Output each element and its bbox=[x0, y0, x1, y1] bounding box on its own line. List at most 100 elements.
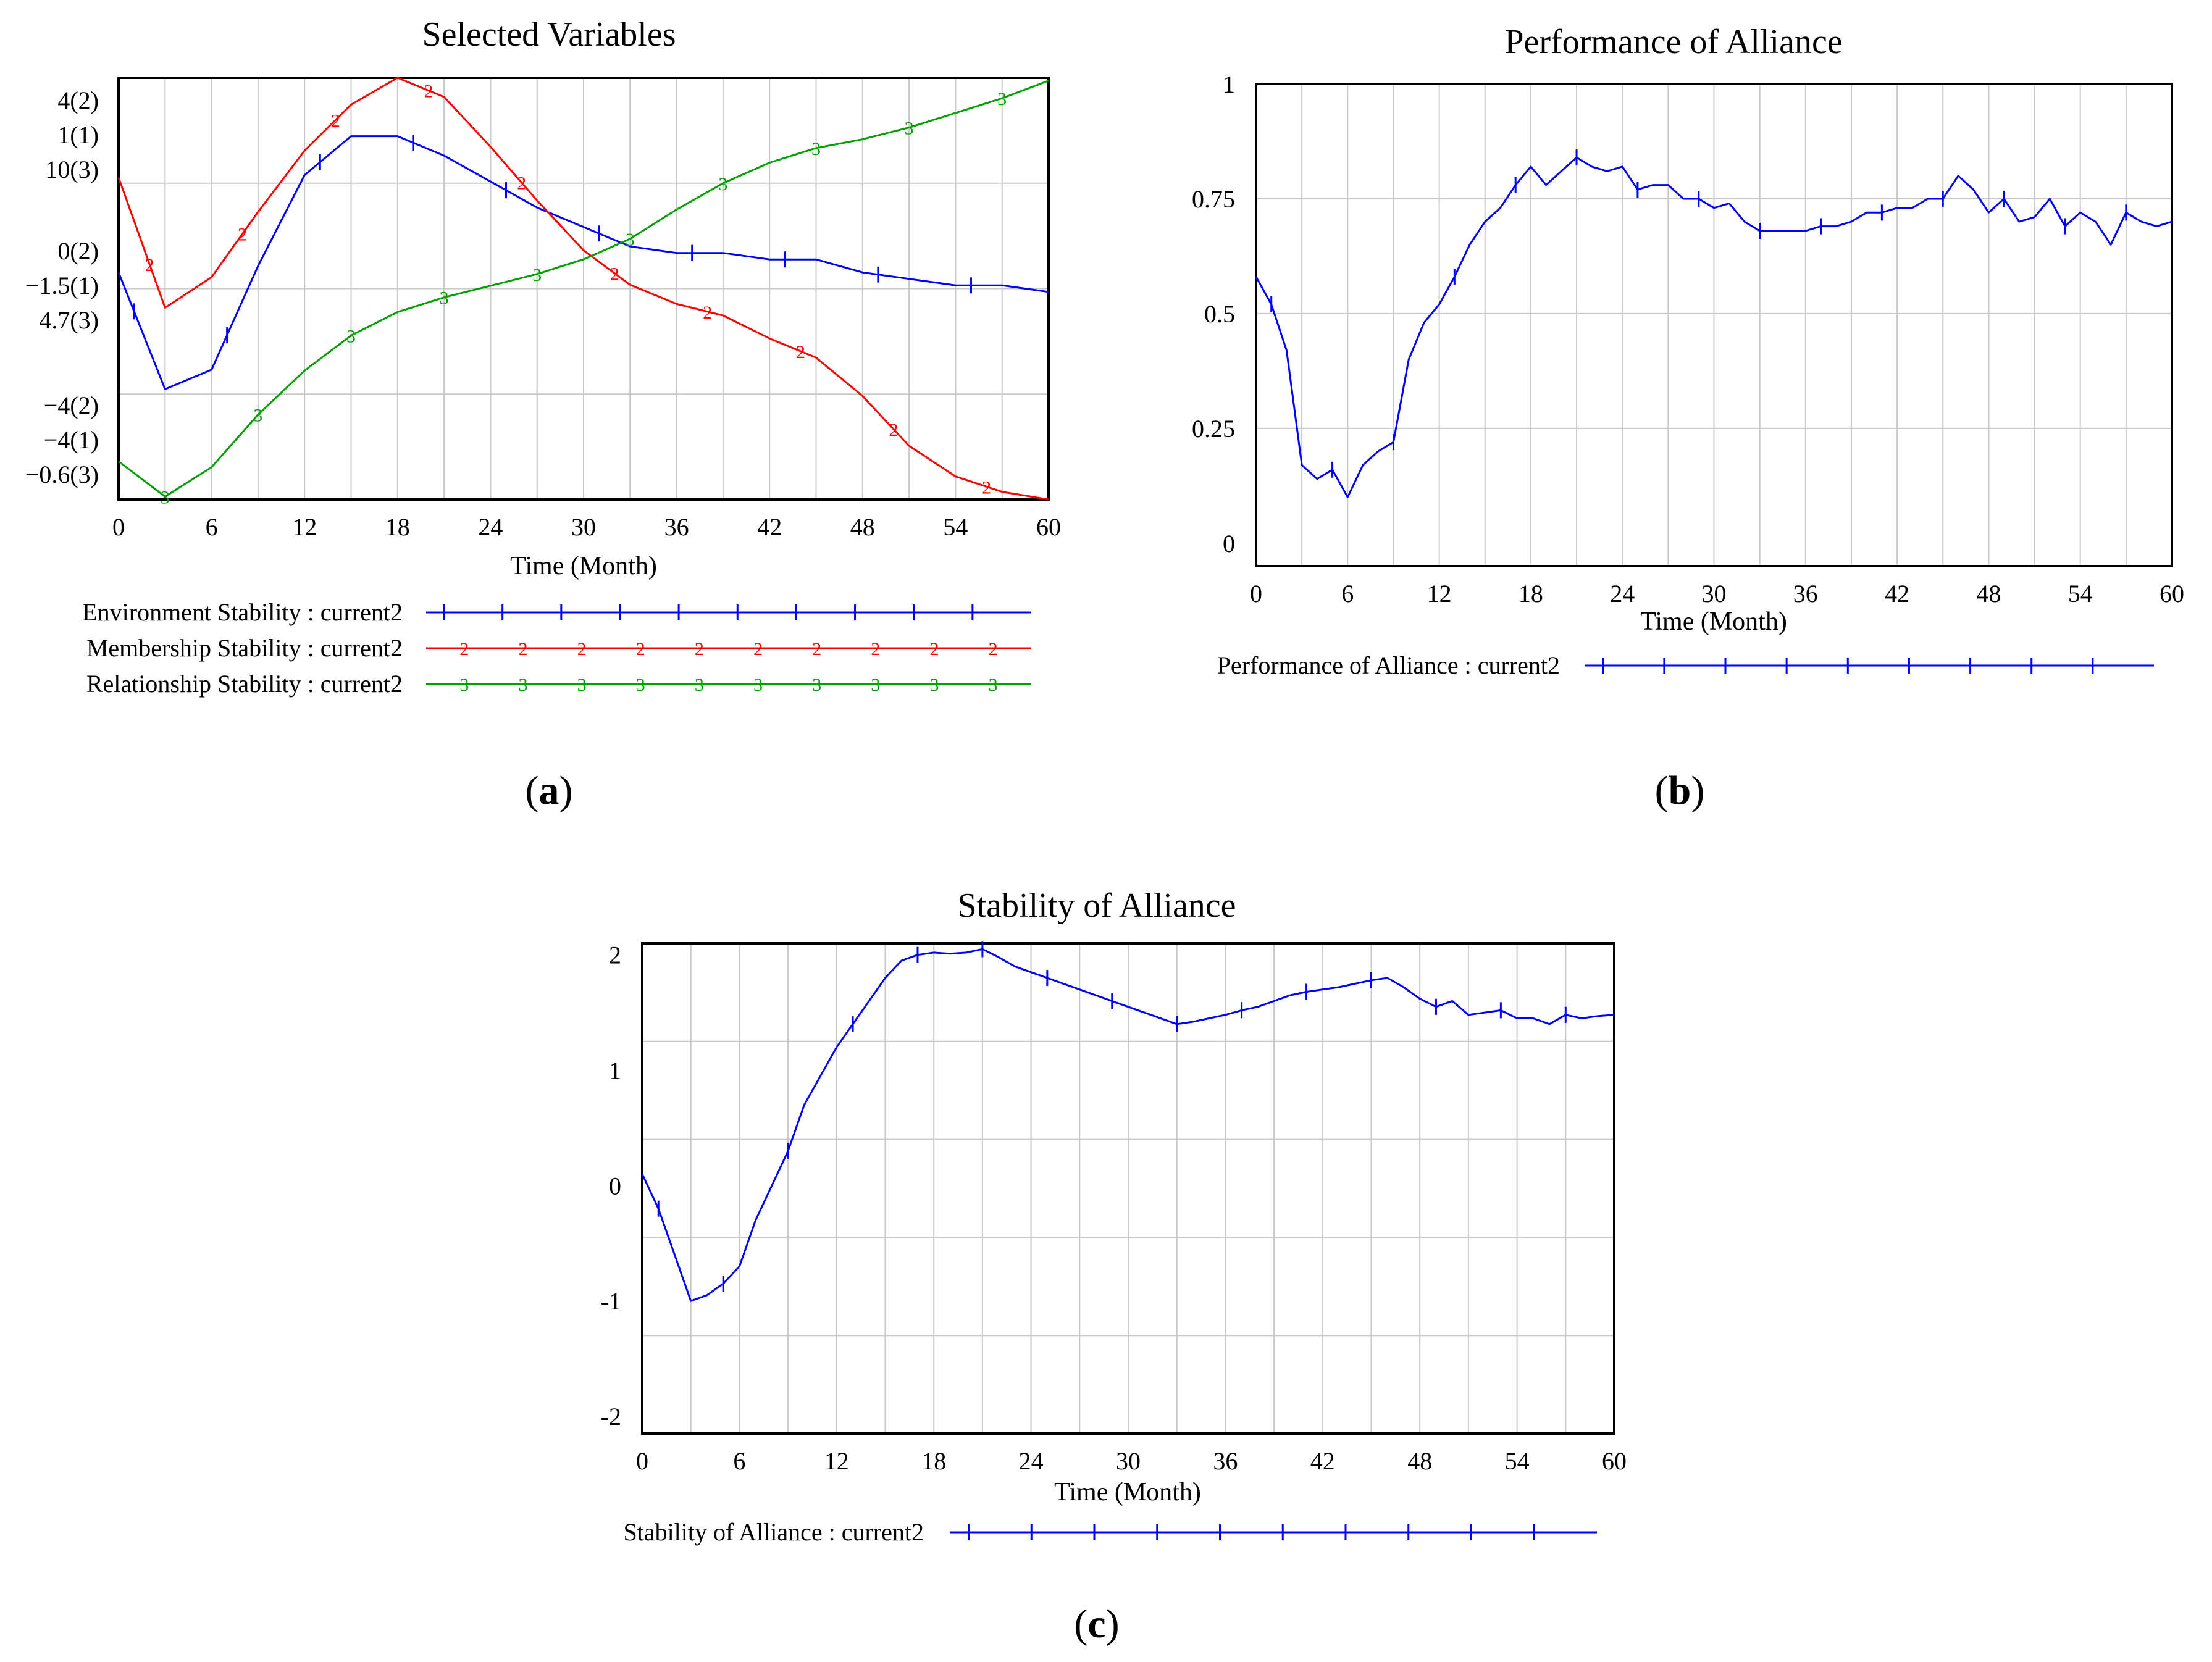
chart-b-title: Performance of Alliance bbox=[1504, 23, 1842, 61]
data-point-marker: 2 bbox=[796, 342, 805, 362]
legend-marker: 3 bbox=[989, 675, 998, 695]
x-tick-label: 42 bbox=[1885, 580, 1909, 608]
x-tick-label: 24 bbox=[1610, 580, 1635, 608]
legend-label: Membership Stability : current2 bbox=[86, 634, 403, 662]
chart-b-panel-label: (b) bbox=[1655, 768, 1705, 813]
x-tick-label: 18 bbox=[385, 513, 410, 541]
legend-marker: 2 bbox=[812, 639, 821, 659]
x-tick-label: 48 bbox=[1407, 1447, 1432, 1475]
chart-a-panel-label: (a) bbox=[526, 768, 573, 813]
chart-c: Stability of Alliance 2 1 0 -1 -2 0 6 12 18 24 30… bbox=[601, 887, 1627, 1647]
x-tick-label: 0 bbox=[1250, 580, 1262, 608]
y-tick-label: 0.75 bbox=[1192, 185, 1235, 213]
x-tick-label: 48 bbox=[1976, 580, 2001, 608]
legend-marker: 3 bbox=[930, 675, 939, 695]
x-tick-label: 30 bbox=[571, 513, 596, 541]
legend-label: Relationship Stability : current2 bbox=[86, 670, 403, 698]
y-axis-label-2: 4(2) bbox=[57, 86, 99, 114]
chart-c-frame bbox=[641, 942, 1615, 1435]
y-tick-label: 0.25 bbox=[1192, 415, 1235, 443]
chart-b-x-tick-labels: 0 6 12 18 24 30 36 42 48 54 60 bbox=[1250, 580, 2184, 608]
x-tick-label: 24 bbox=[478, 513, 503, 541]
y-tick-label: 2 bbox=[609, 942, 621, 969]
chart-a-grid bbox=[119, 78, 1049, 499]
data-point-marker: 2 bbox=[238, 225, 247, 245]
data-point-marker: 3 bbox=[532, 265, 542, 285]
data-point-marker: 3 bbox=[626, 230, 635, 250]
data-point-marker: 2 bbox=[145, 255, 154, 275]
chart-c-x-axis-label: Time (Month) bbox=[1054, 1478, 1201, 1506]
chart-b-y-tick-labels: 1 0.75 0.5 0.25 0 bbox=[1192, 70, 1235, 557]
x-tick-label: 24 bbox=[1019, 1447, 1044, 1475]
chart-c-grid bbox=[642, 943, 1614, 1434]
legend-label: Stability of Alliance : current2 bbox=[623, 1518, 924, 1546]
y-tick-label: -2 bbox=[601, 1403, 621, 1430]
x-tick-label: 36 bbox=[1213, 1447, 1238, 1475]
legend-marker: 2 bbox=[695, 639, 704, 659]
y-tick-label: -1 bbox=[601, 1287, 621, 1315]
y-tick-label: 0 bbox=[609, 1172, 621, 1200]
x-tick-label: 12 bbox=[824, 1447, 849, 1475]
y-axis-label-3: 4.7(3) bbox=[39, 306, 99, 334]
legend-label: Performance of Alliance : current2 bbox=[1217, 651, 1560, 679]
x-tick-label: 36 bbox=[1793, 580, 1818, 608]
legend-marker: 2 bbox=[577, 639, 587, 659]
data-point-marker: 3 bbox=[346, 326, 356, 346]
legend-marker: 3 bbox=[812, 675, 821, 695]
x-tick-label: 60 bbox=[1036, 513, 1061, 541]
x-tick-label: 12 bbox=[1427, 580, 1452, 608]
chart-a-x-axis-label: Time (Month) bbox=[510, 552, 657, 580]
x-tick-label: 30 bbox=[1702, 580, 1727, 608]
x-tick-label: 48 bbox=[850, 513, 875, 541]
x-tick-label: 6 bbox=[733, 1447, 745, 1475]
chart-b-legend: Performance of Alliance : current2 bbox=[1217, 651, 2154, 679]
chart-a-y-axis-labels: 4(2) 1(1) 10(3) 0(2) −1.5(1) 4.7(3) −4(2) −4(1)… bbox=[25, 86, 99, 488]
data-point-marker: 2 bbox=[982, 477, 991, 498]
series-line-2 bbox=[117, 77, 1049, 501]
legend-marker: 2 bbox=[753, 639, 763, 659]
chart-a-frame bbox=[117, 77, 1050, 501]
y-axis-label-3: 10(3) bbox=[45, 156, 99, 183]
data-point-marker: 3 bbox=[905, 119, 914, 139]
y-axis-label-3: −0.6(3) bbox=[25, 461, 99, 488]
chart-a-x-tick-labels: 0 6 12 18 24 30 36 42 48 54 60 bbox=[112, 513, 1061, 541]
chart-b-frame bbox=[1255, 83, 2173, 567]
chart-b: Performance of Alliance 1 0.75 0.5 0.25 0 0 6… bbox=[1192, 23, 2184, 813]
chart-c-plot bbox=[641, 941, 1615, 1302]
x-tick-label: 18 bbox=[1519, 580, 1543, 608]
x-tick-label: 30 bbox=[1116, 1447, 1141, 1475]
legend-marker: 3 bbox=[871, 675, 880, 695]
chart-c-panel-label: (c) bbox=[1074, 1601, 1119, 1647]
x-tick-label: 60 bbox=[2160, 580, 2184, 608]
data-point-marker: 2 bbox=[331, 111, 340, 131]
chart-a-legend: Environment Stability : current2 Membersh… bbox=[82, 598, 1031, 698]
chart-b-x-axis-label: Time (Month) bbox=[1640, 608, 1787, 636]
data-point-marker: 3 bbox=[997, 89, 1007, 109]
data-point-marker: 2 bbox=[424, 81, 434, 102]
data-point-marker: 2 bbox=[517, 173, 526, 194]
data-point-marker: 3 bbox=[440, 288, 449, 309]
x-tick-label: 42 bbox=[757, 513, 782, 541]
x-tick-label: 0 bbox=[112, 513, 125, 541]
chart-b-plot bbox=[1255, 149, 2172, 498]
legend-marker: 2 bbox=[989, 639, 998, 659]
x-tick-label: 54 bbox=[943, 513, 968, 541]
x-tick-label: 6 bbox=[1341, 580, 1354, 608]
x-tick-label: 36 bbox=[664, 513, 689, 541]
legend-marker: 3 bbox=[753, 675, 763, 695]
x-tick-label: 54 bbox=[1505, 1447, 1530, 1475]
y-tick-label: 0.5 bbox=[1204, 300, 1235, 328]
series-line-3 bbox=[118, 80, 1049, 498]
legend-marker: 3 bbox=[577, 675, 587, 695]
y-axis-label-1: 1(1) bbox=[57, 121, 99, 149]
legend-marker: 3 bbox=[459, 675, 469, 695]
y-axis-label-1: −1.5(1) bbox=[25, 272, 99, 299]
legend-marker: 2 bbox=[930, 639, 939, 659]
x-tick-label: 6 bbox=[206, 513, 218, 541]
legend-label: Environment Stability : current2 bbox=[82, 598, 403, 626]
y-axis-label-1: −4(1) bbox=[44, 426, 99, 454]
series-line-1 bbox=[641, 948, 1615, 1302]
x-tick-label: 18 bbox=[921, 1447, 946, 1475]
legend-marker: 2 bbox=[518, 639, 527, 659]
